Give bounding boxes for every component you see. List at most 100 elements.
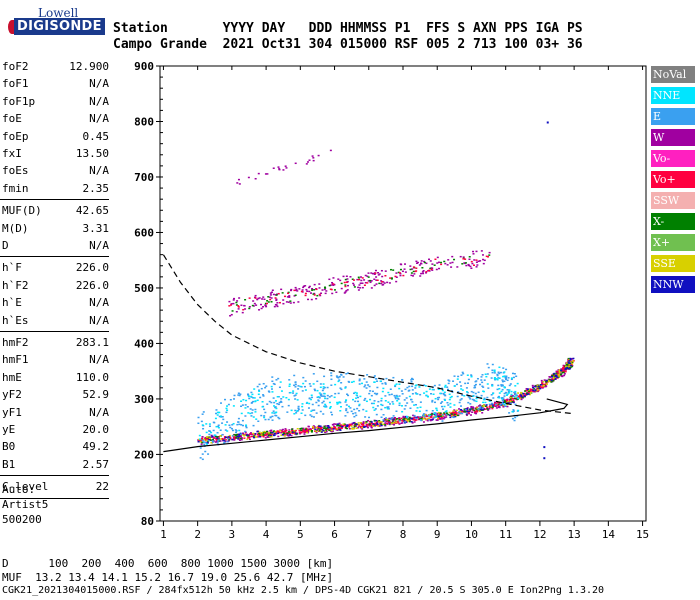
- echo-point: [410, 377, 413, 380]
- echo-point: [498, 387, 501, 390]
- echo-point: [240, 412, 243, 415]
- echo-point: [428, 414, 431, 417]
- echo-point: [296, 433, 299, 435]
- echo-point: [457, 391, 460, 393]
- echo-point: [534, 385, 537, 388]
- echo-point: [514, 416, 517, 419]
- echo-point: [503, 380, 506, 382]
- echo-point: [404, 421, 407, 423]
- series-nnw-point: [543, 446, 546, 449]
- echo-point: [261, 298, 264, 300]
- echo-point: [427, 418, 430, 421]
- echo-point: [320, 292, 323, 295]
- echo-point: [241, 404, 244, 406]
- echo-point: [213, 437, 216, 439]
- y-tick-label: 600: [134, 226, 154, 239]
- echo-point: [402, 418, 405, 421]
- echo-point: [486, 406, 489, 408]
- echo-point: [272, 293, 275, 296]
- echo-point: [433, 412, 436, 415]
- echo-point: [249, 412, 252, 415]
- echo-point: [240, 304, 243, 307]
- echo-point: [205, 436, 208, 438]
- echo-point: [330, 430, 333, 433]
- echo-point: [343, 423, 346, 425]
- echo-point: [386, 406, 389, 408]
- echo-point: [334, 426, 337, 428]
- echo-point: [490, 405, 493, 407]
- echo-point: [339, 426, 342, 428]
- echo-point: [236, 423, 239, 426]
- echo-point: [396, 418, 399, 420]
- echo-point: [503, 386, 506, 388]
- echo-point: [568, 368, 571, 370]
- echo-point: [308, 285, 311, 288]
- echo-point: [447, 404, 450, 406]
- echo-point: [504, 392, 507, 394]
- echo-point: [346, 427, 349, 430]
- echo-point: [512, 399, 515, 402]
- echo-point: [479, 408, 482, 411]
- x-tick-label: 10: [465, 528, 478, 541]
- echo-point: [527, 393, 530, 395]
- echo-point: [458, 411, 461, 414]
- echo-point: [219, 434, 222, 437]
- echo-point: [259, 435, 262, 437]
- echo-point: [311, 396, 314, 399]
- echo-point: [428, 388, 431, 390]
- echo-point: [481, 412, 484, 414]
- echo-point: [278, 168, 281, 171]
- echo-point: [275, 414, 278, 417]
- echo-point: [317, 427, 320, 430]
- echo-point: [359, 287, 362, 289]
- echo-point: [427, 415, 430, 417]
- echo-point: [232, 422, 235, 425]
- echo-point: [564, 368, 567, 371]
- echo-point: [423, 415, 426, 418]
- echo-point: [415, 270, 418, 272]
- echo-point: [252, 397, 255, 399]
- echo-point: [247, 434, 250, 436]
- echo-point: [345, 409, 348, 412]
- echo-point: [216, 414, 219, 416]
- echo-point: [235, 433, 238, 436]
- echo-point: [325, 427, 328, 429]
- echo-point: [364, 384, 367, 386]
- legend-item-nnw: NNW: [651, 276, 695, 293]
- param-key: M(D): [2, 221, 29, 235]
- echo-point: [332, 277, 335, 279]
- echo-point: [380, 416, 383, 419]
- echo-point: [252, 305, 255, 307]
- echo-point: [502, 375, 505, 378]
- echo-point: [369, 424, 372, 426]
- echo-point: [233, 394, 236, 397]
- echo-point: [391, 401, 394, 403]
- echo-point: [565, 364, 568, 366]
- echo-point: [307, 425, 310, 428]
- echo-point: [245, 399, 248, 402]
- echo-point: [250, 395, 253, 398]
- echo-point: [411, 385, 414, 388]
- echo-point: [414, 387, 417, 389]
- echo-point: [345, 408, 348, 410]
- echo-point: [441, 414, 444, 416]
- echo-point: [411, 393, 414, 395]
- echo-point: [290, 434, 293, 437]
- echo-point: [505, 378, 508, 381]
- echo-point: [230, 303, 233, 305]
- echo-point: [269, 416, 272, 418]
- echo-point: [492, 397, 495, 399]
- echo-point: [257, 393, 260, 396]
- echo-point: [236, 300, 239, 302]
- param-key: foF1p: [2, 94, 36, 108]
- echo-point: [242, 432, 245, 435]
- echo-point: [358, 378, 361, 380]
- echo-point: [436, 414, 439, 417]
- echo-point: [526, 390, 529, 392]
- echo-point: [389, 403, 392, 405]
- echo-point: [328, 278, 331, 281]
- echo-point: [359, 422, 362, 424]
- param-value: N/A: [89, 164, 109, 178]
- echo-point: [438, 384, 441, 386]
- echo-point: [485, 255, 488, 258]
